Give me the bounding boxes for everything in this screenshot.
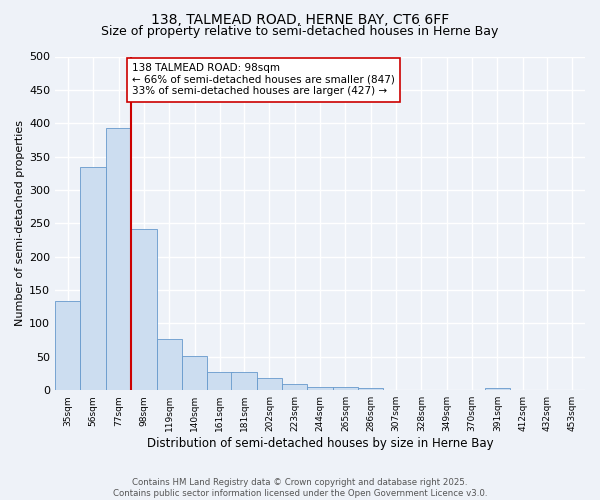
Bar — [182, 356, 207, 390]
Bar — [157, 339, 182, 390]
Bar — [257, 378, 282, 390]
X-axis label: Distribution of semi-detached houses by size in Herne Bay: Distribution of semi-detached houses by … — [147, 437, 493, 450]
Bar — [55, 302, 80, 390]
Bar — [307, 387, 333, 390]
Bar — [131, 230, 157, 390]
Bar — [333, 387, 358, 390]
Text: 138 TALMEAD ROAD: 98sqm
← 66% of semi-detached houses are smaller (847)
33% of s: 138 TALMEAD ROAD: 98sqm ← 66% of semi-de… — [133, 63, 395, 96]
Bar — [106, 128, 131, 390]
Bar — [485, 388, 510, 390]
Text: 138, TALMEAD ROAD, HERNE BAY, CT6 6FF: 138, TALMEAD ROAD, HERNE BAY, CT6 6FF — [151, 12, 449, 26]
Y-axis label: Number of semi-detached properties: Number of semi-detached properties — [15, 120, 25, 326]
Bar — [80, 166, 106, 390]
Bar — [207, 372, 233, 390]
Bar — [232, 372, 257, 390]
Bar — [358, 388, 383, 390]
Bar — [282, 384, 307, 390]
Text: Contains HM Land Registry data © Crown copyright and database right 2025.
Contai: Contains HM Land Registry data © Crown c… — [113, 478, 487, 498]
Text: Size of property relative to semi-detached houses in Herne Bay: Size of property relative to semi-detach… — [101, 25, 499, 38]
